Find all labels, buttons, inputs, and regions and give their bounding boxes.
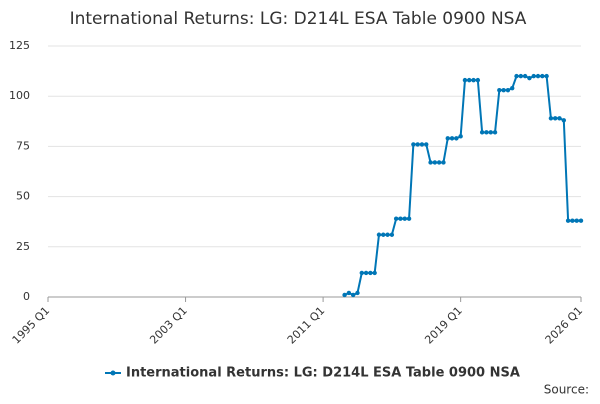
point	[510, 85, 515, 91]
point	[535, 73, 541, 79]
point	[411, 142, 416, 147]
point	[385, 232, 390, 237]
point	[363, 270, 369, 276]
point	[419, 142, 425, 147]
point	[518, 73, 524, 79]
point	[424, 142, 429, 147]
y-tick-label: 75	[16, 139, 30, 152]
point	[544, 73, 549, 79]
point	[565, 218, 571, 223]
y-tick-label: 125	[9, 39, 30, 52]
point	[441, 160, 446, 165]
x-tick-label: 1995 Q1	[10, 304, 53, 347]
point	[557, 116, 562, 121]
point	[505, 87, 511, 93]
point	[346, 290, 352, 296]
point	[553, 116, 558, 121]
point	[381, 232, 386, 237]
point	[368, 270, 373, 276]
point	[488, 130, 493, 135]
point	[548, 116, 554, 121]
point	[531, 73, 536, 79]
point	[350, 292, 356, 298]
point	[467, 77, 472, 83]
point	[514, 73, 519, 79]
point	[436, 160, 442, 165]
legend-label: International Returns: LG: D214L ESA Tab…	[126, 366, 520, 381]
point	[454, 136, 459, 141]
point	[458, 134, 463, 139]
point	[372, 270, 377, 276]
x-tick-label: 2026 Q1	[543, 304, 586, 347]
point	[479, 130, 485, 135]
point	[574, 218, 579, 223]
point	[492, 130, 498, 135]
point	[527, 75, 532, 81]
y-tick-label: 0	[23, 290, 30, 303]
point	[462, 77, 468, 83]
point	[570, 218, 575, 223]
point	[359, 270, 364, 276]
point	[432, 160, 438, 165]
x-tick-label: 2011 Q1	[285, 304, 328, 347]
point	[484, 130, 489, 135]
point	[497, 87, 502, 93]
point	[578, 218, 584, 223]
point	[475, 77, 481, 83]
source: Source:	[544, 383, 589, 397]
point	[342, 292, 347, 298]
y-tick-label: 25	[16, 240, 30, 253]
point	[522, 73, 528, 79]
point	[501, 87, 506, 93]
point	[376, 232, 382, 237]
point	[389, 232, 395, 237]
point	[471, 77, 476, 83]
point	[428, 160, 433, 165]
chart-title: International Returns: LG: D214L ESA Tab…	[70, 9, 527, 29]
point	[402, 216, 407, 221]
legend-point	[110, 370, 116, 376]
point	[355, 290, 360, 296]
point	[540, 73, 545, 79]
point	[445, 136, 450, 141]
series-line	[344, 75, 581, 297]
point	[393, 216, 399, 221]
point	[406, 216, 412, 221]
x-tick-label: 2003 Q1	[147, 304, 190, 347]
y-tick-label: 50	[16, 190, 30, 203]
point	[415, 142, 420, 147]
point	[398, 216, 403, 221]
y-tick-label: 100	[9, 89, 30, 102]
x-tick-label: 2019 Q1	[422, 304, 465, 347]
point	[449, 136, 455, 141]
point	[561, 118, 567, 123]
